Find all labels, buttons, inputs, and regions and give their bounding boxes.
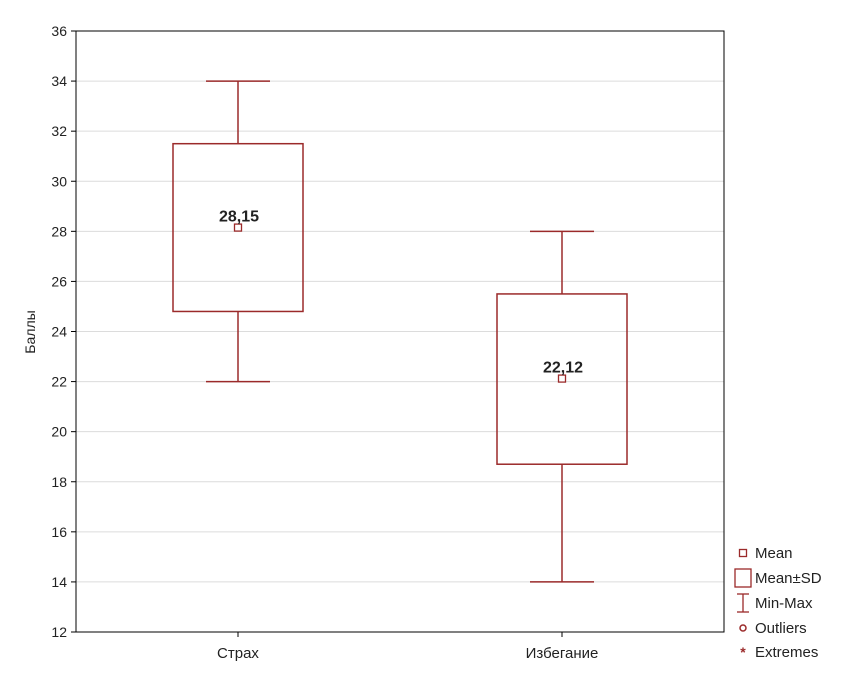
box-plot-2: 22,12	[496, 230, 628, 583]
y-tick-label: 28	[51, 223, 67, 239]
y-tick-label: 16	[51, 524, 67, 540]
legend-item-mean-sd: Mean±SD	[734, 568, 822, 588]
y-tick-label: 14	[51, 574, 67, 590]
y-axis-ticks: 12 14 16 18 20 22 24 26 28 30 32 34 36	[51, 23, 76, 640]
mean-label: 28,15	[219, 209, 259, 226]
legend-item-mean: Mean	[738, 545, 793, 562]
mean-marker	[233, 223, 243, 232]
legend-item-outliers: Outliers	[739, 620, 807, 637]
mean-label: 22,12	[543, 360, 583, 377]
y-tick-label: 12	[51, 624, 67, 640]
sd-box	[496, 293, 628, 465]
y-tick-label: 18	[51, 474, 67, 490]
legend: Mean Mean±SD Min-Max Outliers * Extremes	[734, 545, 822, 661]
y-axis-label: Баллы	[22, 310, 38, 353]
y-tick-label: 30	[51, 173, 67, 189]
legend-label: Mean±SD	[755, 570, 822, 587]
x-tick-label: Страх	[217, 645, 259, 662]
y-tick-label: 26	[51, 273, 67, 289]
x-tick-label: Избегание	[526, 645, 599, 662]
y-tick-label: 36	[51, 23, 67, 39]
box-plot-1: 28,15	[172, 80, 304, 383]
legend-sd-symbol	[734, 568, 752, 588]
mean-marker	[557, 374, 567, 383]
grid-layer	[76, 80, 724, 583]
y-tick-label: 20	[51, 424, 67, 440]
legend-label: Min-Max	[755, 595, 813, 612]
legend-outlier-symbol	[739, 624, 747, 632]
y-tick-label: 24	[51, 324, 67, 340]
legend-label: Mean	[755, 545, 793, 562]
legend-item-min-max: Min-Max	[737, 593, 813, 613]
sd-box	[172, 142, 304, 313]
x-axis-ticks: Страх Избегание	[217, 632, 598, 662]
legend-label: Outliers	[755, 620, 807, 637]
plot-frame	[75, 30, 725, 633]
legend-extreme-symbol: *	[740, 644, 746, 660]
legend-mean-symbol	[738, 548, 748, 558]
y-tick-label: 22	[51, 374, 67, 390]
y-tick-label: 32	[51, 123, 67, 139]
legend-item-extremes: * Extremes	[740, 644, 818, 661]
y-tick-label: 34	[51, 73, 67, 89]
legend-label: Extremes	[755, 644, 818, 661]
boxes-layer: 28,15 22,12	[172, 80, 628, 583]
